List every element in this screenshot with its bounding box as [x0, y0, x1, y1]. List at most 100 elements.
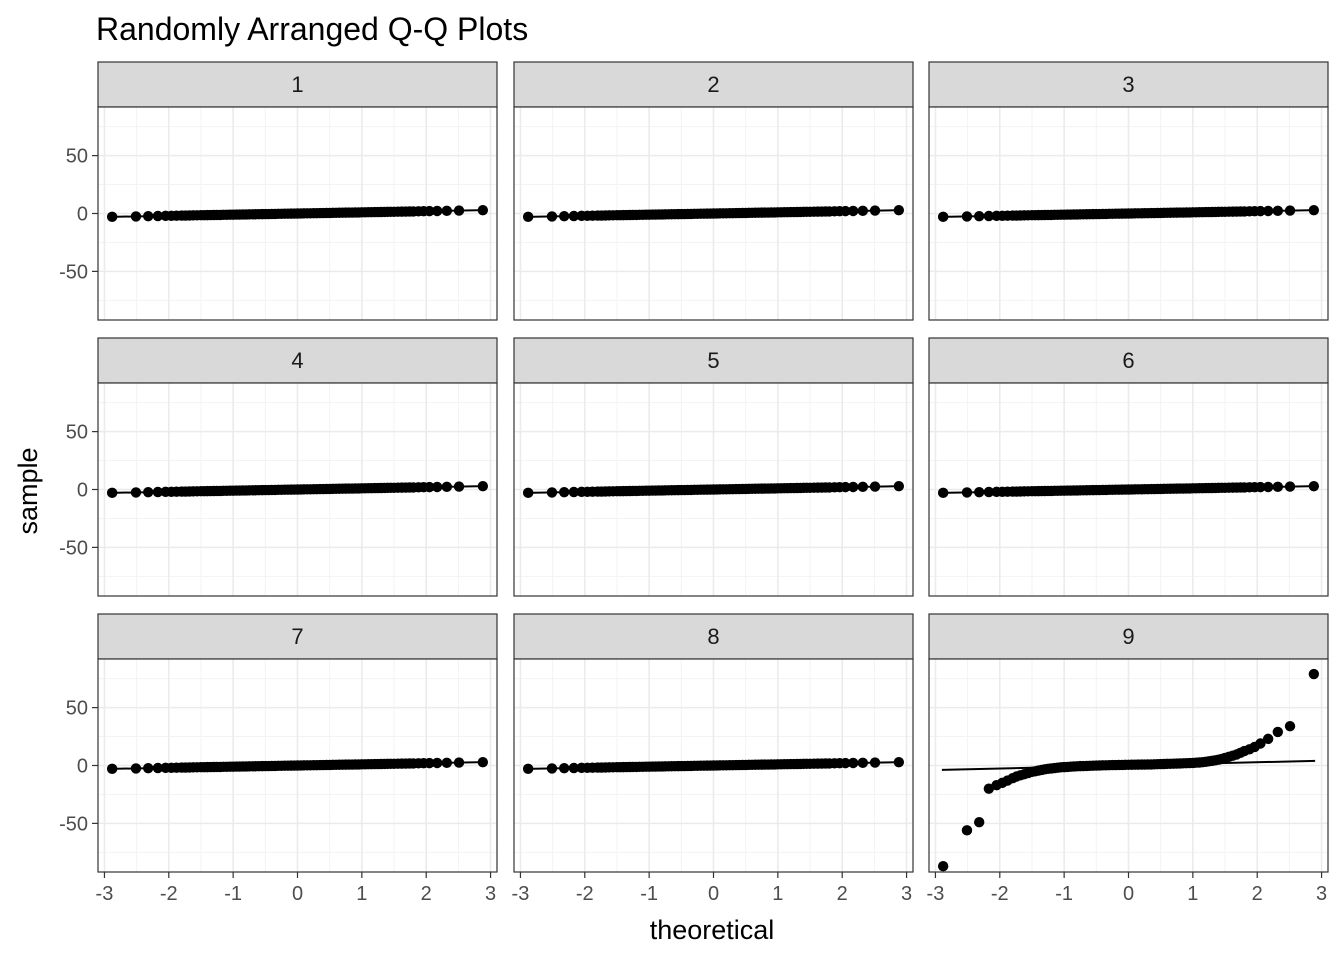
qq-point [424, 481, 435, 493]
qq-point [847, 205, 859, 217]
qq-point [847, 481, 859, 493]
qq-point [546, 763, 558, 774]
qq-point [893, 204, 905, 216]
y-tick-label: 0 [77, 204, 88, 226]
qq-point [522, 487, 534, 499]
strip-label: 8 [707, 624, 719, 649]
qq-point [477, 756, 489, 768]
qq-point [973, 486, 985, 498]
facet-panel-6: 6 [928, 337, 1329, 597]
qq-point [869, 757, 881, 768]
qq-point [1272, 726, 1284, 738]
qq-point [1284, 481, 1296, 492]
qq-point [546, 211, 558, 222]
chart-title: Randomly Arranged Q-Q Plots [96, 11, 528, 47]
x-tick-label: 1 [1187, 883, 1198, 905]
y-tick-label: 0 [77, 756, 88, 778]
y-tick-label: -50 [59, 813, 88, 835]
x-tick-label: 0 [708, 883, 719, 905]
y-tick-label: -50 [59, 537, 88, 559]
x-tick-label: 2 [837, 883, 848, 905]
qq-point [973, 817, 985, 828]
qq-point [477, 480, 489, 492]
x-tick-label: -3 [96, 883, 114, 905]
facet-panel-8: 8 -3 -2 -1 0 1 2 3 [512, 613, 914, 905]
x-tick-label: -1 [224, 883, 242, 905]
x-tick-label: -2 [576, 883, 594, 905]
panel-border [513, 382, 914, 597]
strip-label: 2 [707, 72, 719, 97]
strip-background [97, 613, 498, 660]
qq-point [152, 762, 164, 774]
x-tick-label: -2 [991, 883, 1009, 905]
qq-point [558, 762, 570, 774]
qq-point [893, 756, 905, 768]
qq-point [1255, 205, 1266, 217]
qq-point [840, 757, 851, 769]
qq-point [983, 210, 995, 222]
qq-point [477, 204, 489, 216]
qq-point [522, 763, 534, 775]
x-tick-label: 2 [1252, 883, 1263, 905]
qq-point [130, 763, 142, 774]
qq-point [431, 757, 443, 769]
strip-background [513, 337, 914, 384]
qq-point [568, 210, 580, 222]
qq-point [558, 486, 570, 498]
y-tick-label: -50 [59, 261, 88, 283]
facet-panel-2: 2 [513, 61, 914, 321]
facet-panels: 1 -50 0 50 2 3 4 -50 0 50 5 6 7 -50 0 50 -3 -2 -1 0 1 2 3 8 -3 -2… [59, 61, 1329, 905]
qq-point [961, 211, 973, 222]
qq-point [847, 757, 859, 769]
strip-label: 7 [291, 624, 303, 649]
qq-point [840, 481, 851, 493]
qq-point [522, 211, 534, 223]
x-tick-label: -3 [512, 883, 530, 905]
qq-point [453, 757, 465, 768]
facet-panel-4: 4 -50 0 50 [59, 337, 498, 597]
facet-panel-5: 5 [513, 337, 914, 597]
y-tick-label: 0 [77, 480, 88, 502]
strip-background [97, 61, 498, 108]
qq-point [893, 480, 905, 492]
qq-point [1262, 481, 1274, 493]
x-tick-label: -1 [1055, 883, 1073, 905]
x-tick-label: -1 [640, 883, 658, 905]
x-tick-label: 3 [1316, 883, 1327, 905]
y-tick-label: 50 [66, 422, 88, 444]
qq-point [1272, 205, 1284, 217]
qq-point [869, 481, 881, 492]
qq-point [453, 481, 465, 492]
x-tick-label: 2 [421, 883, 432, 905]
qq-point [961, 487, 973, 498]
strip-label: 1 [291, 72, 303, 97]
x-axis-title: theoretical [650, 915, 775, 945]
qq-point [130, 211, 142, 222]
qq-point [1262, 733, 1274, 745]
qq-point [568, 762, 580, 774]
qq-point [937, 487, 949, 499]
qq-point [1255, 738, 1266, 749]
qq-point [441, 205, 453, 217]
qq-point [142, 762, 154, 774]
panel-border [513, 106, 914, 321]
qq-point [431, 481, 443, 493]
y-tick-label: 50 [66, 146, 88, 168]
qq-point [983, 486, 995, 498]
facet-panel-3: 3 [928, 61, 1329, 321]
qq-point [869, 205, 881, 216]
facet-panel-9: 9 -3 -2 -1 0 1 2 3 [927, 613, 1329, 905]
qq-point [857, 757, 869, 769]
qq-point [142, 210, 154, 222]
strip-background [928, 613, 1329, 660]
qq-point [1284, 720, 1296, 732]
qq-point [1272, 481, 1284, 493]
x-tick-label: 3 [485, 883, 496, 905]
qq-point [424, 205, 435, 217]
qq-point [546, 487, 558, 498]
qq-point [453, 205, 465, 216]
x-tick-label: 1 [356, 883, 367, 905]
x-tick-label: 0 [292, 883, 303, 905]
strip-label: 9 [1122, 624, 1134, 649]
